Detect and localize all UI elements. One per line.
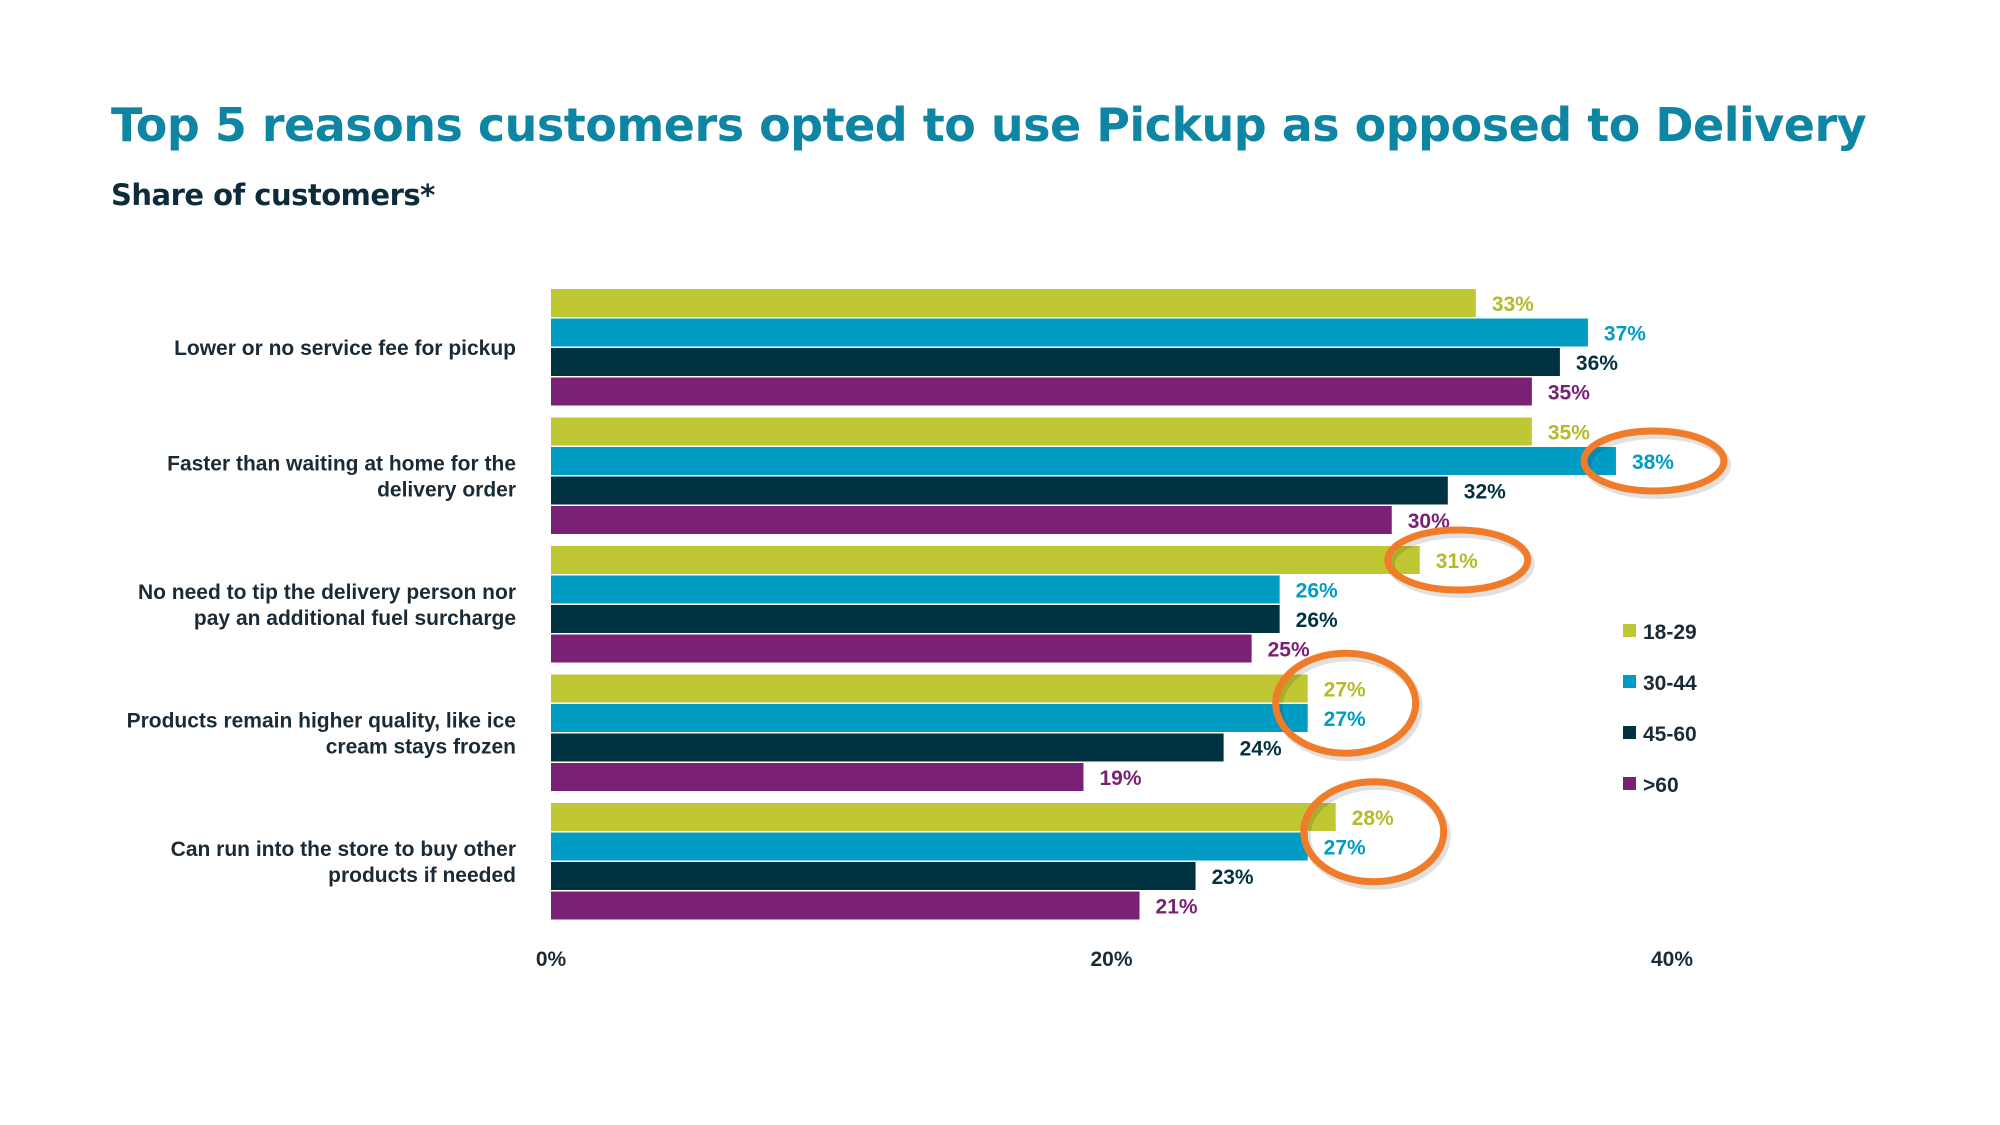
- category-label: Faster than waiting at home for the: [167, 453, 516, 476]
- data-label: 23%: [1212, 866, 1254, 889]
- chart-title: Top 5 reasons customers opted to use Pic…: [111, 98, 1867, 152]
- data-label: 26%: [1296, 609, 1338, 632]
- data-label: 31%: [1436, 550, 1478, 573]
- data-label: 33%: [1492, 293, 1534, 316]
- bar: [551, 733, 1224, 762]
- data-label: 27%: [1324, 708, 1366, 731]
- data-label: 30%: [1408, 510, 1450, 533]
- data-label: 36%: [1576, 352, 1618, 375]
- bar: [551, 862, 1196, 890]
- legend-label: 45-60: [1643, 723, 1697, 746]
- data-label: 35%: [1548, 422, 1590, 445]
- data-label: 27%: [1324, 837, 1366, 860]
- bar: [551, 447, 1616, 475]
- bar: [551, 546, 1420, 574]
- data-label: 26%: [1296, 580, 1338, 603]
- bar: [551, 348, 1560, 376]
- category-label: Lower or no service fee for pickup: [174, 337, 516, 360]
- bar: [551, 891, 1140, 920]
- highlight-circle: [1384, 526, 1532, 594]
- legend-swatch: [1623, 624, 1636, 637]
- category-label: delivery order: [377, 479, 516, 502]
- chart-subtitle: Share of customers*: [111, 178, 435, 212]
- legend-swatch: [1623, 726, 1636, 739]
- legend-swatch: [1623, 777, 1636, 790]
- bar: [551, 605, 1280, 633]
- category-label: cream stays frozen: [326, 736, 516, 759]
- bar: [551, 704, 1308, 732]
- bar: [551, 506, 1392, 534]
- x-tick-label: 20%: [1090, 948, 1132, 971]
- highlight-circle: [1272, 649, 1420, 757]
- data-label: 21%: [1156, 896, 1198, 919]
- data-label: 37%: [1604, 323, 1646, 346]
- legend-label: 18-29: [1643, 621, 1697, 644]
- data-label: 24%: [1240, 738, 1282, 761]
- data-label: 35%: [1548, 382, 1590, 405]
- bar: [551, 476, 1448, 505]
- category-label: Products remain higher quality, like ice: [127, 710, 516, 733]
- highlight-circle: [1300, 778, 1448, 886]
- bar: [551, 763, 1084, 791]
- category-label: Can run into the store to buy other: [171, 838, 516, 861]
- legend-swatch: [1623, 675, 1636, 688]
- category-label: products if needed: [328, 864, 516, 887]
- data-label: 38%: [1632, 451, 1674, 474]
- data-label: 27%: [1324, 679, 1366, 702]
- bar: [551, 674, 1308, 703]
- bar: [551, 634, 1252, 663]
- bar: [551, 803, 1336, 831]
- legend-label: >60: [1643, 774, 1679, 797]
- x-tick-label: 40%: [1651, 948, 1693, 971]
- data-label: 19%: [1099, 767, 1141, 790]
- bar: [551, 832, 1308, 861]
- bar: [551, 289, 1476, 317]
- data-label: 28%: [1352, 807, 1394, 830]
- category-label: pay an additional fuel surcharge: [194, 607, 516, 630]
- category-label: No need to tip the delivery person nor: [138, 581, 516, 604]
- bar: [551, 377, 1532, 406]
- data-label: 32%: [1464, 481, 1506, 504]
- x-tick-label: 0%: [536, 948, 567, 971]
- bar: [551, 318, 1588, 347]
- legend-label: 30-44: [1643, 672, 1697, 695]
- bar: [551, 417, 1532, 446]
- highlight-circle: [1580, 427, 1728, 495]
- data-label: 25%: [1268, 639, 1310, 662]
- bar: [551, 575, 1280, 604]
